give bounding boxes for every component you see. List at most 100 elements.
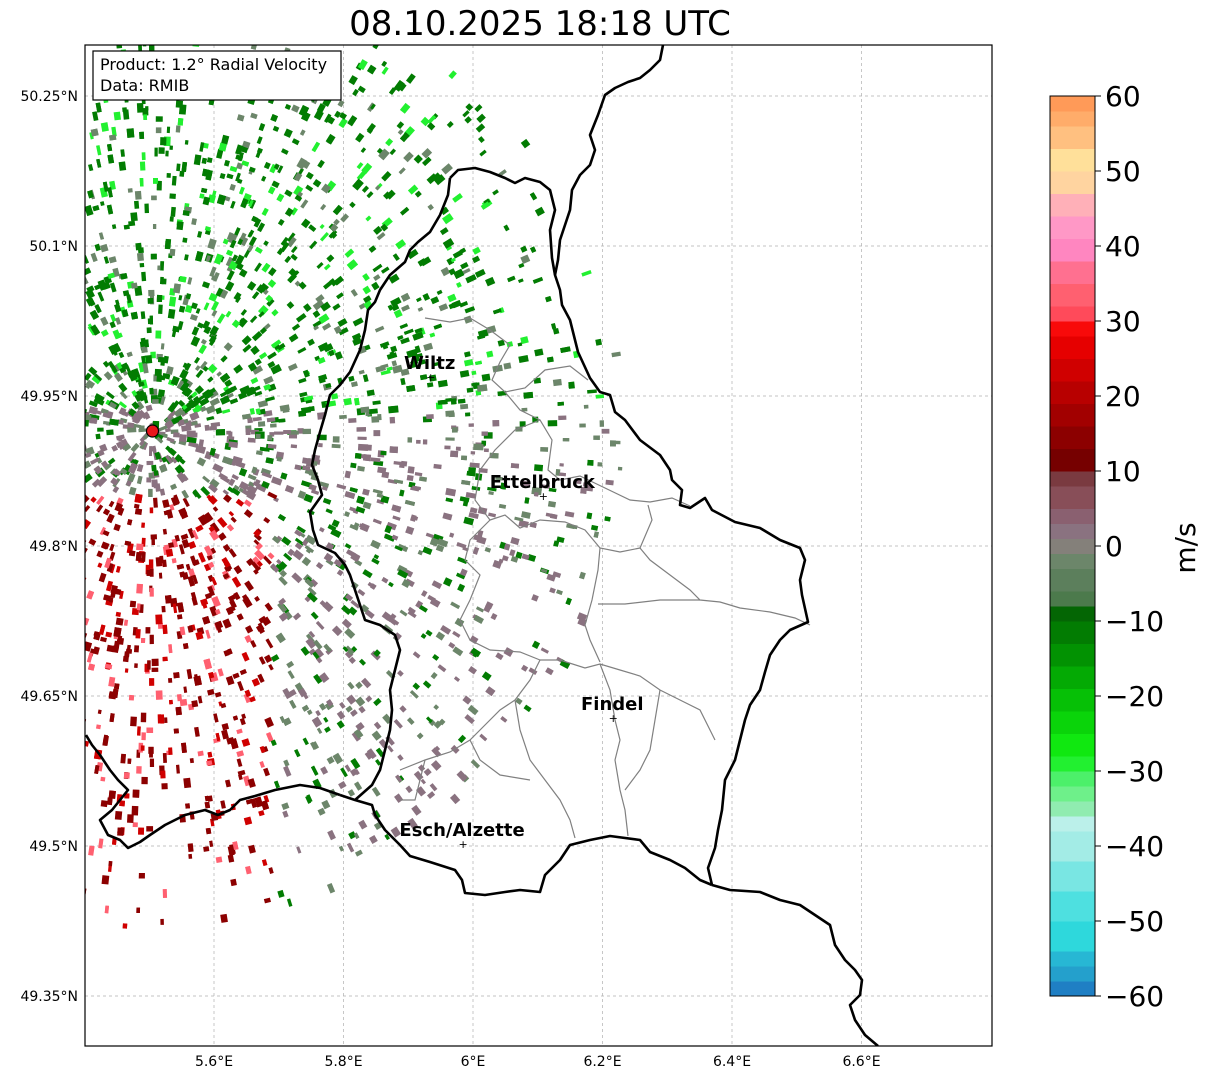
radar-gate xyxy=(299,129,306,136)
radar-gate xyxy=(583,482,591,488)
radar-gate xyxy=(127,462,138,475)
radar-gate xyxy=(191,700,199,708)
radar-gate xyxy=(309,240,318,250)
radar-gate xyxy=(153,481,158,489)
radar-gate xyxy=(219,289,229,299)
radar-gate xyxy=(587,389,597,394)
colorbar-segment xyxy=(1050,981,1095,997)
radar-gate xyxy=(404,569,414,578)
radar-gate xyxy=(466,387,474,393)
radar-gate xyxy=(85,582,86,591)
radar-gate xyxy=(230,878,237,887)
radar-gate xyxy=(256,450,263,456)
radar-gate xyxy=(509,549,516,557)
radar-gate xyxy=(531,640,541,650)
radar-gate xyxy=(395,239,406,250)
radar-gate xyxy=(179,571,186,578)
radar-gate xyxy=(239,232,247,241)
radar-gate xyxy=(263,289,269,296)
radar-gate xyxy=(540,568,548,574)
radar-gate xyxy=(365,695,373,703)
colorbar-segment xyxy=(1050,523,1095,539)
radar-gate xyxy=(209,397,220,407)
radar-gate xyxy=(444,445,451,450)
radar-gate xyxy=(189,758,194,764)
radar-gate xyxy=(177,614,183,620)
radar-gate xyxy=(472,546,480,555)
radar-gate xyxy=(259,446,270,452)
radar-gate xyxy=(248,166,256,173)
radar-gate xyxy=(313,639,323,650)
radar-gate xyxy=(265,731,274,743)
radar-gate xyxy=(130,716,137,727)
radar-gate xyxy=(281,802,290,811)
radar-gate xyxy=(237,317,248,328)
radar-gate xyxy=(362,273,370,282)
radar-gate xyxy=(86,590,95,600)
radar-gate xyxy=(191,529,199,540)
radar-gate xyxy=(323,643,332,653)
radar-gate xyxy=(319,481,330,488)
radar-gate xyxy=(503,543,511,551)
radar-gate xyxy=(313,109,324,121)
radar-gate xyxy=(117,435,123,442)
radar-gate xyxy=(358,658,367,666)
radar-gate xyxy=(375,747,385,758)
radar-gate xyxy=(186,430,196,438)
radar-gate xyxy=(243,499,252,507)
radar-gate xyxy=(468,512,479,520)
colorbar-label: m/s xyxy=(1169,522,1202,573)
radar-gate xyxy=(274,780,280,789)
radar-gate xyxy=(391,304,400,312)
radar-gate xyxy=(164,420,174,429)
radar-gate xyxy=(160,137,167,146)
radar-gate xyxy=(97,709,102,715)
radar-gate xyxy=(159,464,168,473)
radar-gate xyxy=(362,501,372,510)
radar-gate xyxy=(215,287,224,298)
radar-gate xyxy=(476,113,486,123)
radar-gate xyxy=(400,377,406,386)
radar-gate xyxy=(85,582,86,591)
radar-gate xyxy=(260,468,272,476)
radar-gate xyxy=(388,405,397,412)
radar-gate xyxy=(346,259,359,271)
radar-gate xyxy=(217,668,224,677)
radar-gate xyxy=(438,718,446,726)
radar-gate xyxy=(108,676,116,687)
radar-gate xyxy=(139,440,147,450)
radar-gate xyxy=(376,499,385,505)
radar-gate xyxy=(130,442,140,453)
colorbar-tick-label: −30 xyxy=(1105,755,1164,788)
radar-gate xyxy=(251,215,259,223)
colorbar-tick-label: 40 xyxy=(1105,230,1141,263)
radar-gate xyxy=(495,652,504,661)
radar-gate xyxy=(471,255,481,264)
radar-gate xyxy=(204,424,210,431)
radar-gate xyxy=(263,767,270,777)
radar-gate xyxy=(559,463,564,467)
radar-gate xyxy=(365,215,372,222)
radar-gate xyxy=(350,381,358,388)
radar-gate xyxy=(139,425,145,431)
radar-gate xyxy=(112,688,119,698)
radar-gate xyxy=(109,418,119,426)
radar-gate xyxy=(520,245,528,253)
radar-gate xyxy=(474,268,486,278)
radar-gate xyxy=(422,546,433,555)
radar-gate xyxy=(459,301,469,308)
radar-gate xyxy=(165,150,169,157)
radar-gate xyxy=(160,375,166,381)
radar-gate xyxy=(345,549,357,558)
radar-gate xyxy=(251,291,260,300)
radar-gate xyxy=(361,162,373,175)
colorbar-segment xyxy=(1050,486,1095,509)
radar-gate xyxy=(170,375,180,386)
radar-gate xyxy=(282,687,292,700)
radar-gate xyxy=(187,277,193,285)
radar-gate xyxy=(330,393,339,400)
radar-gate xyxy=(254,262,262,272)
radar-gate xyxy=(291,104,300,113)
radar-gate xyxy=(209,522,220,534)
radar-gate xyxy=(333,275,344,286)
